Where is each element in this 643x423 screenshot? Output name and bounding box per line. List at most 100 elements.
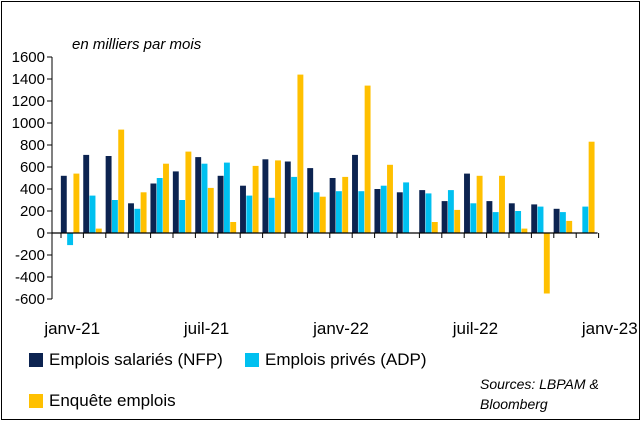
- y-tick-label-7: 800: [20, 137, 45, 154]
- legend-item-nfp: Emplois salariés (NFP): [29, 350, 223, 370]
- bar-s0-0: [60, 175, 67, 233]
- bar-s1-10: [291, 176, 298, 233]
- bar-s0-2: [105, 156, 112, 233]
- legend-item-enquete: Enquête emplois: [29, 391, 176, 411]
- bar-s0-8: [240, 185, 246, 233]
- bar-s0-19: [486, 201, 493, 233]
- bar-s0-18: [464, 173, 470, 233]
- x-tick-label-1: juil-21: [183, 319, 229, 338]
- y-tick-label-10: 1400: [12, 71, 45, 88]
- bar-s2-16: [431, 222, 438, 233]
- y-tick-label-9: 1200: [12, 93, 45, 110]
- bar-s2-17: [454, 209, 461, 233]
- bar-chart: -600 -400 -200 0 200 400 600 800 1000 1200 1400 160…: [12, 49, 638, 338]
- legend-swatch-nfp: [29, 353, 43, 367]
- bar-s1-15: [403, 182, 410, 233]
- bar-s1-21: [537, 206, 544, 233]
- source-note: Sources: LBPAM & Bloomberg: [480, 376, 599, 412]
- bar-s2-2: [118, 129, 125, 233]
- bar-s0-22: [553, 208, 560, 233]
- bar-s1-18: [470, 203, 477, 233]
- bar-s0-7: [217, 175, 224, 233]
- bar-s1-7: [223, 162, 230, 233]
- bar-s1-19: [492, 212, 499, 233]
- bar-s0-9: [262, 159, 269, 233]
- bar-s2-20: [521, 228, 528, 233]
- bar-s0-3: [128, 203, 134, 233]
- bar-s0-16: [419, 190, 426, 233]
- y-tick-label-6: 600: [20, 159, 45, 176]
- unit-note: en milliers par mois: [72, 36, 202, 53]
- bar-s0-15: [396, 192, 403, 233]
- legend-label-enquete: Enquête emplois: [49, 391, 176, 410]
- bar-s0-6: [195, 157, 202, 233]
- bar-s0-17: [441, 201, 448, 233]
- bar-s1-17: [447, 190, 454, 233]
- bar-s2-22: [566, 220, 573, 233]
- bar-s0-14: [374, 189, 381, 233]
- bar-s0-20: [508, 203, 515, 233]
- y-tick-label-11: 1600: [12, 49, 45, 66]
- bar-s1-20: [515, 211, 522, 233]
- bar-s2-7: [230, 222, 237, 233]
- bar-s1-0: [67, 233, 74, 246]
- bar-s1-13: [358, 191, 365, 233]
- bar-s2-0: [73, 173, 80, 233]
- bar-s1-8: [246, 195, 253, 233]
- y-tick-label-3: 0: [37, 225, 45, 242]
- legend-label-nfp: Emplois salariés (NFP): [49, 350, 223, 369]
- bar-s0-1: [83, 154, 90, 233]
- bar-s2-3: [140, 192, 147, 233]
- bar-s1-11: [313, 192, 320, 233]
- y-tick-label-8: 1000: [12, 115, 45, 132]
- y-tick-label-0: -600: [15, 291, 45, 308]
- legend-swatch-enquete: [29, 394, 43, 408]
- bar-s0-5: [172, 171, 179, 233]
- x-tick-label-0: janv-21: [43, 319, 100, 338]
- bar-s0-21: [531, 204, 538, 233]
- bar-s1-5: [179, 200, 186, 233]
- bar-s0-11: [307, 168, 314, 233]
- bar-s2-13: [364, 85, 371, 233]
- bar-s0-4: [150, 183, 157, 233]
- y-tick-label-1: -400: [15, 269, 45, 286]
- legend-item-adp: Emplois privés (ADP): [245, 350, 427, 370]
- y-tick-label-4: 200: [20, 203, 45, 220]
- bar-s2-12: [342, 176, 349, 233]
- bar-s1-6: [201, 163, 208, 233]
- bar-s2-21: [543, 233, 550, 294]
- x-tick-label-2: janv-22: [312, 319, 369, 338]
- bar-s2-6: [207, 187, 214, 233]
- bar-s1-1: [89, 195, 96, 233]
- x-tick-label-3: juil-22: [452, 319, 498, 338]
- bar-s2-23: [588, 141, 595, 233]
- bar-s2-11: [319, 196, 326, 233]
- legend-label-adp: Emplois privés (ADP): [265, 350, 427, 369]
- bar-s1-16: [425, 193, 432, 233]
- x-tick-label-4: janv-23: [581, 319, 638, 338]
- bar-s2-5: [185, 151, 192, 233]
- bar-s2-19: [499, 175, 505, 233]
- bar-s1-14: [380, 185, 387, 233]
- bar-s0-13: [352, 154, 358, 233]
- y-tick-label-2: -200: [15, 247, 45, 264]
- bar-s1-2: [111, 200, 118, 233]
- bar-s2-18: [476, 175, 483, 233]
- bar-s2-1: [95, 228, 102, 233]
- bar-s2-9: [275, 160, 281, 233]
- bar-s0-10: [284, 161, 291, 233]
- bar-s1-22: [559, 212, 566, 233]
- bar-s1-12: [335, 191, 342, 233]
- bar-s1-3: [134, 208, 141, 233]
- bar-s0-12: [329, 178, 336, 233]
- bar-s1-9: [268, 197, 275, 233]
- bar-s2-14: [387, 164, 393, 233]
- bar-s2-8: [252, 165, 259, 233]
- bar-s1-23: [582, 206, 589, 233]
- bar-s2-10: [297, 74, 304, 233]
- bar-s2-4: [163, 163, 169, 233]
- legend-swatch-adp: [245, 353, 259, 367]
- bar-s1-4: [156, 178, 163, 233]
- y-tick-label-5: 400: [20, 181, 45, 198]
